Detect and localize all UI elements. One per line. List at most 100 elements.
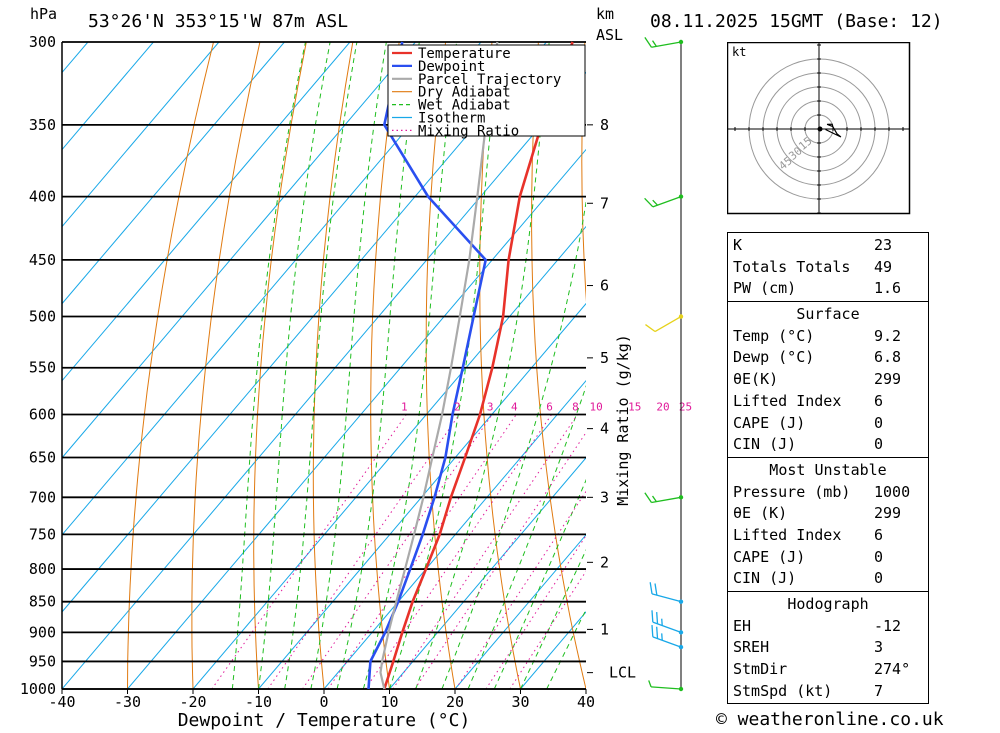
wet-adiabat-line — [467, 385, 586, 689]
mu-theta-e-value: 299 — [874, 504, 902, 523]
pressure-tick-label: 750 — [29, 525, 56, 543]
parcel-trajectory-profile — [379, 41, 499, 690]
surface-lifted-row: Lifted Index 6 — [728, 391, 928, 413]
mixing-ratio-line — [509, 570, 586, 689]
pressure-tick-label: 850 — [29, 593, 56, 611]
mu-cape-value: 0 — [874, 547, 884, 566]
wind-barb-staff — [651, 686, 682, 690]
wind-barb-flag — [648, 680, 652, 688]
height-tick-label: 8 — [600, 116, 609, 134]
mixing-ratio-tick-label: 10 — [589, 400, 602, 413]
pw-value: 1.6 — [874, 279, 902, 298]
height-tick-label: 2 — [600, 553, 609, 571]
height-unit-km: km — [596, 5, 615, 23]
mixing-ratio-line — [211, 414, 407, 689]
surface-lifted-value: 6 — [874, 391, 884, 410]
pressure-tick-label: 900 — [29, 623, 56, 641]
surface-dewp-value: 6.8 — [874, 348, 902, 367]
mu-pressure-row: Pressure (mb) 1000 — [728, 482, 928, 504]
sreh-row: SREH 3 — [728, 637, 928, 659]
wind-barb-flag — [656, 626, 659, 639]
mixing-ratio-tick-label: 8 — [572, 400, 579, 413]
surface-title: Surface — [796, 305, 860, 324]
mixing-ratio-line — [267, 414, 460, 689]
isotherm-line — [258, 302, 586, 689]
k-index-value: 23 — [874, 236, 893, 254]
temperature-tick-label: 30 — [511, 693, 529, 711]
surface-cin-value: 0 — [874, 435, 884, 454]
wind-barb-flag — [644, 197, 654, 208]
temperature-profile — [383, 41, 574, 690]
height-tick-label: 3 — [600, 488, 609, 506]
dry-adiabat-line — [531, 42, 586, 689]
isotherm-line — [62, 42, 416, 459]
stmspd-row: StmSpd (kt) 7 — [728, 681, 928, 703]
wind-barb-flag — [651, 40, 657, 47]
k-index-row: K 23 — [728, 235, 928, 257]
pressure-tick-label: 1000 — [20, 680, 56, 698]
legend-label: Isotherm — [418, 111, 485, 127]
height-tick-label: 6 — [600, 277, 609, 295]
stmdir-row: StmDir 274° — [728, 659, 928, 681]
mixing-ratio-line — [455, 490, 586, 689]
wind-barb-flag — [644, 492, 652, 503]
totals-totals-value: 49 — [874, 257, 893, 276]
mixing-ratio-tick-label: 20 — [656, 400, 669, 413]
mu-pressure-value: 1000 — [874, 482, 911, 501]
pressure-tick-label: 650 — [29, 449, 56, 467]
dry-adiabat-line — [253, 42, 307, 689]
wind-barb-flag — [652, 199, 658, 206]
pressure-tick-label: 600 — [29, 405, 56, 423]
sreh-value: 3 — [874, 638, 884, 657]
dry-adiabat-line — [581, 42, 586, 302]
legend-label: Dry Adiabat — [418, 85, 511, 101]
indices-section: K 23 Totals Totals 49 PW (cm) 1.6 — [728, 233, 928, 301]
surface-cape-value: 0 — [874, 413, 884, 432]
mixing-ratio-line — [302, 414, 493, 689]
mu-cin-value: 0 — [874, 569, 884, 588]
mixing-ratio-tick-label: 15 — [628, 400, 641, 413]
mu-lifted-row: Lifted Index 6 — [728, 525, 928, 547]
hodograph-section: Hodograph EH -12 SREH 3 StmDir 274° StmSpd … — [728, 591, 928, 703]
pressure-unit: hPa — [30, 5, 58, 23]
mixing-ratio-line — [327, 414, 517, 689]
isotherm-line — [62, 42, 220, 228]
legend-label: Temperature — [418, 46, 511, 62]
wind-barb-flag — [651, 495, 657, 503]
isotherm-line — [454, 534, 586, 689]
isotherm-line — [323, 379, 586, 689]
surface-theta-e-row: θE(K) 299 — [728, 369, 928, 391]
isotherm-line — [62, 71, 586, 689]
height-tick-label: 1 — [600, 620, 609, 638]
mixing-ratio-line — [392, 414, 578, 689]
datetime-title: 08.11.2025 15GMT (Base: 12) — [650, 11, 943, 32]
dry-adiabat-line — [956, 42, 1000, 689]
temperature-tick-label: -40 — [48, 693, 75, 711]
mixing-ratio-tick-label: 4 — [511, 400, 518, 413]
copyright-link[interactable]: © weatheronline.co.uk — [716, 709, 944, 730]
legend-label: Parcel Trajectory — [418, 72, 561, 88]
wind-barb-flag — [656, 611, 659, 624]
wet-adiabat-line — [284, 42, 358, 689]
pressure-tick-label: 800 — [29, 560, 56, 578]
x-axis-title: Dewpoint / Temperature (°C) — [178, 710, 471, 731]
storm-motion-marker — [817, 126, 823, 132]
stability-table: K 23 Totals Totals 49 PW (cm) 1.6 Surface T… — [727, 232, 929, 705]
pressure-tick-label: 300 — [29, 33, 56, 51]
pressure-tick-label: 700 — [29, 488, 56, 506]
wet-adiabat-line — [310, 42, 387, 689]
wet-adiabat-line — [389, 42, 500, 689]
wet-adiabat-line — [546, 608, 586, 689]
surface-temp-value: 9.2 — [874, 326, 902, 345]
most-unstable-section: Most Unstable Pressure (mb) 1000 θE (K) 29… — [728, 456, 928, 591]
isotherm-line — [62, 42, 351, 382]
surface-cin-row: CIN (J) 0 — [728, 434, 928, 456]
legend-label: Wet Adiabat — [418, 98, 511, 114]
temperature-tick-label: 40 — [577, 693, 595, 711]
wind-barb-flag — [654, 583, 658, 596]
eh-value: -12 — [874, 616, 902, 635]
hodograph-title: Hodograph — [787, 595, 869, 613]
mu-lifted-value: 6 — [874, 525, 884, 544]
